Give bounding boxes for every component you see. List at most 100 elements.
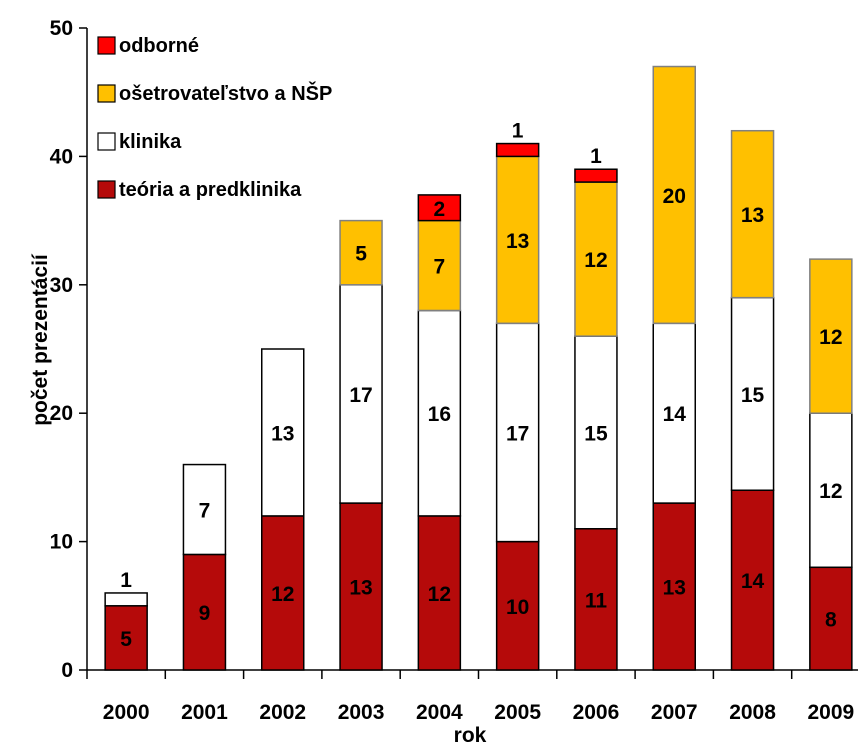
bar-segment <box>574 335 618 530</box>
x-tick-label: 2007 <box>651 701 698 724</box>
legend-item: klinika <box>97 131 182 153</box>
bar-stack-2001: 97 <box>182 463 227 671</box>
bar-stack-2006: 11 15 12 1 <box>574 145 618 671</box>
bar-segment <box>339 502 383 671</box>
x-tick-label: 2009 <box>807 701 854 724</box>
bar-segment <box>417 515 462 671</box>
data-label: 12 <box>271 583 294 606</box>
bar-segment <box>574 528 618 671</box>
x-tick-label: 2005 <box>494 701 541 724</box>
bar-segment <box>495 322 540 543</box>
data-label: 5 <box>355 243 367 266</box>
y-axis: 0 10 20 30 40 50 <box>50 17 88 682</box>
bar-segment <box>417 309 462 517</box>
bar-segment <box>495 142 540 158</box>
data-label: 2 <box>434 198 446 221</box>
data-label: 12 <box>584 249 607 272</box>
data-label: 7 <box>434 256 446 279</box>
bar-stack-2000: 51 <box>104 569 148 671</box>
y-tick-label: 40 <box>50 145 73 168</box>
data-label: 17 <box>349 384 372 407</box>
bar-stack-2008: 14 15 13 <box>730 129 775 671</box>
x-tick-label: 2000 <box>103 701 150 724</box>
data-label: 15 <box>584 422 608 445</box>
bar-segment <box>339 284 383 504</box>
bar-segment <box>104 592 148 607</box>
bar-stack-2007: 13 14 20 <box>652 65 696 671</box>
legend: odborné ošetrovateľstvo a NŠP klinika teóri… <box>97 35 332 201</box>
legend-label: klinika <box>119 131 182 153</box>
legend-swatch <box>97 36 116 55</box>
bar-segment <box>652 65 696 325</box>
x-tick-label: 2001 <box>181 701 228 724</box>
bar-segment <box>182 463 227 556</box>
data-label: 12 <box>428 583 451 606</box>
bar-segment <box>495 155 540 325</box>
data-label: 1 <box>590 145 602 168</box>
data-label: 8 <box>825 609 837 632</box>
bar-segment <box>652 502 696 671</box>
data-label: 16 <box>428 403 451 426</box>
y-tick-label: 20 <box>50 402 73 425</box>
bar-segment <box>574 168 618 183</box>
y-axis-title: počet prezentácií <box>29 253 52 426</box>
bar-segment <box>495 540 540 671</box>
legend-label: odborné <box>119 35 199 57</box>
bar-segment <box>809 566 853 671</box>
bar-stack-2003: 13 17 5 <box>339 219 383 671</box>
data-label: 17 <box>506 422 529 445</box>
legend-item: teória a predklinika <box>97 179 302 201</box>
data-label: 10 <box>506 596 529 619</box>
x-tick-label: 2004 <box>416 701 463 724</box>
x-tick-label: 2008 <box>729 701 776 724</box>
x-tick-label: 2006 <box>573 701 620 724</box>
x-tick-label: 2003 <box>338 701 385 724</box>
bar-stack-2009: 8 12 12 <box>809 258 853 671</box>
data-label: 5 <box>120 628 132 651</box>
data-label: 1 <box>120 569 132 592</box>
data-label: 7 <box>199 500 211 523</box>
data-label: 13 <box>349 577 372 600</box>
data-label: 11 <box>585 589 608 612</box>
bar-segment <box>417 194 462 222</box>
legend-item: odborné <box>97 35 199 57</box>
legend-label: teória a predklinika <box>119 179 302 201</box>
y-tick-label: 30 <box>50 274 73 297</box>
data-label: 15 <box>741 384 765 407</box>
data-label: 13 <box>663 577 686 600</box>
data-label: 13 <box>741 204 764 227</box>
data-label: 1 <box>512 120 524 143</box>
bar-segment <box>261 348 305 517</box>
bar-segment <box>809 258 853 414</box>
legend-item: ošetrovateľstvo a NŠP <box>97 81 332 105</box>
data-label: 9 <box>199 602 211 625</box>
data-label: 13 <box>506 230 529 253</box>
data-label: 20 <box>663 185 686 208</box>
data-label: 12 <box>819 480 842 503</box>
legend-swatch <box>97 84 116 103</box>
y-tick-label: 0 <box>61 659 73 682</box>
bar-segment <box>652 322 696 504</box>
bar-stack-2005: 10 17 13 1 <box>495 120 540 671</box>
bar-segment <box>339 219 383 286</box>
x-tick-label: 2002 <box>259 701 306 724</box>
data-label: 13 <box>271 422 294 445</box>
bar-segment <box>261 515 305 671</box>
data-label: 12 <box>819 326 842 349</box>
legend-label: ošetrovateľstvo a NŠP <box>119 81 332 105</box>
bar-segment <box>574 181 618 337</box>
data-label: 14 <box>741 570 765 593</box>
x-axis-title: rok <box>454 724 487 747</box>
bar-stack-2004: 12 16 7 2 <box>417 194 462 671</box>
bar-segment <box>417 219 462 312</box>
bar-segment <box>730 129 775 299</box>
legend-swatch <box>97 132 116 151</box>
bar-stack-2002: 12 13 <box>261 348 305 671</box>
bar-segment <box>809 412 853 569</box>
bar-segment <box>730 296 775 491</box>
y-tick-label: 50 <box>50 17 73 40</box>
data-label: 14 <box>663 403 687 426</box>
legend-swatch <box>97 180 116 199</box>
y-tick-label: 10 <box>50 531 73 554</box>
